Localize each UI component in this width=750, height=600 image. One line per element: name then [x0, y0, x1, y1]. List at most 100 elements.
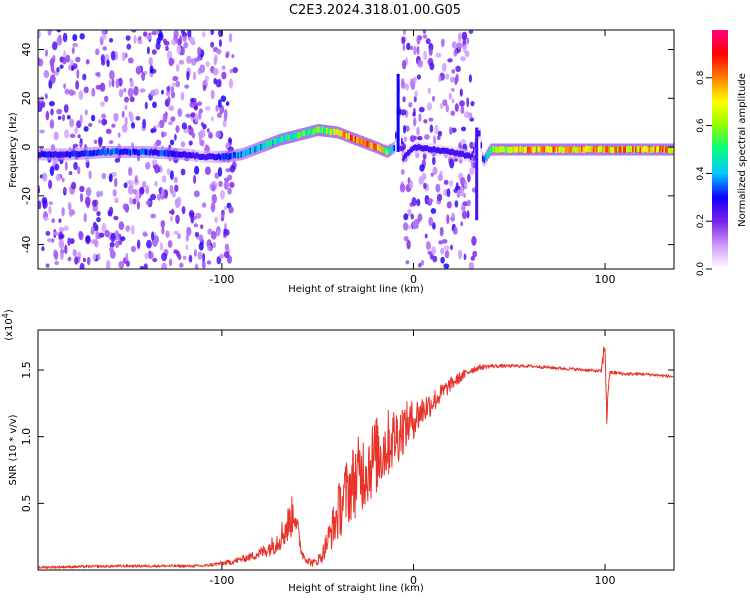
- spectrogram-ridge-core: [657, 145, 660, 152]
- spectrogram-ridge-core: [434, 146, 436, 153]
- spectrogram-speckle: [98, 119, 102, 124]
- spectrogram-speckle: [123, 88, 127, 93]
- spectrogram-speckle: [201, 260, 206, 269]
- spectrogram-speckle: [154, 164, 160, 174]
- spectrogram-ridge-core: [383, 146, 385, 153]
- spectrogram-speckle: [168, 121, 173, 126]
- spectrogram-ridge-core: [407, 150, 409, 157]
- spectrogram-ridge-core: [410, 147, 412, 154]
- spectrogram-ridge-core: [405, 152, 408, 158]
- spectrogram-speckle: [51, 218, 55, 223]
- spectrogram-speckle: [194, 231, 200, 238]
- spectrogram-speckle: [61, 177, 65, 183]
- spectrogram-speckle: [461, 210, 468, 220]
- spectrogram-speckle: [403, 213, 409, 221]
- spectrogram-speckle: [455, 73, 459, 83]
- spectrogram-speckle: [402, 96, 406, 103]
- spectrogram-speckle: [71, 65, 75, 71]
- spectrogram-ridge-core: [255, 145, 258, 152]
- spectrogram-ridge-core: [65, 151, 67, 158]
- spectrogram-speckle: [416, 126, 420, 136]
- spectrogram-speckle: [168, 210, 175, 215]
- spectrogram-ridge-core: [312, 129, 315, 135]
- spectrogram-speckle: [74, 127, 79, 134]
- spectrogram-speckle: [191, 132, 196, 139]
- spectrogram-ridge-core: [135, 148, 138, 155]
- spectrogram-speckle: [127, 87, 134, 98]
- spectrogram-speckle: [402, 222, 409, 231]
- colorbar-tick-label: 0.0: [696, 262, 706, 277]
- spectrogram-ridge-core: [300, 131, 303, 137]
- spectrogram-speckle: [215, 130, 222, 139]
- spectrogram-speckle: [210, 89, 215, 100]
- spectrogram-ridge-core: [369, 142, 372, 149]
- spectrogram-speckle: [206, 260, 212, 265]
- spectrogram-speckle: [228, 206, 234, 214]
- spectrogram-speckle: [82, 257, 86, 263]
- spectrogram-speckle: [217, 112, 222, 118]
- spectrogram-ridge-core: [129, 149, 132, 156]
- spectrogram-ridge-core: [663, 146, 666, 153]
- spectrogram-speckle: [223, 181, 229, 190]
- spectrogram-speckle: [427, 250, 432, 255]
- colorbar-tick-label: 0.6: [696, 118, 706, 133]
- spectrogram-ridge-core: [161, 149, 163, 156]
- spectrogram-ridge-core: [107, 148, 109, 155]
- spectrogram-ridge-core: [623, 146, 625, 153]
- spectrogram-speckle: [202, 85, 207, 91]
- spectrogram-ridge-core: [216, 154, 219, 161]
- spectrogram-speckle: [460, 221, 464, 227]
- spectrogram-ridge-core: [68, 151, 70, 158]
- spectrogram-ridge-core: [504, 147, 507, 154]
- spectrogram-speckle: [67, 256, 72, 262]
- spectrogram-speckle: [424, 134, 430, 140]
- spectrogram-ridge-core: [585, 145, 588, 152]
- spectrogram-speckle: [418, 176, 425, 185]
- spectrogram-speckle: [48, 205, 52, 215]
- spectrogram-speckle: [79, 142, 83, 148]
- spectrogram-ridge-core: [416, 144, 418, 151]
- spectrogram-speckle: [410, 81, 416, 91]
- spectrogram-ridge-core: [330, 129, 333, 135]
- spectrogram-ridge-core: [72, 150, 75, 157]
- spectrogram-speckle: [180, 168, 186, 176]
- spectrogram-ridge-core: [183, 151, 186, 157]
- spectrogram-ridge-core: [600, 145, 603, 152]
- spectrogram-ridge-core: [462, 151, 465, 158]
- spectrogram-speckle: [208, 132, 213, 139]
- spectrogram-ridge-core: [647, 146, 649, 153]
- spectrogram-ridge-core: [563, 147, 565, 154]
- spectrogram-ridge-core: [273, 138, 276, 145]
- spectrogram-speckle: [469, 167, 475, 175]
- spectrogram-speckle: [399, 145, 405, 152]
- spectrogram-ridge-core: [377, 144, 379, 151]
- spectrogram-speckle: [436, 193, 443, 202]
- spectrogram-speckle: [194, 113, 199, 124]
- spectrogram-ridge-core: [521, 146, 523, 153]
- spectrogram-speckle: [131, 30, 137, 33]
- spectrogram-speckle: [155, 139, 162, 146]
- spectrogram-speckle: [466, 199, 471, 207]
- spectrogram-speckle: [197, 46, 202, 57]
- spectrogram-ridge-core: [54, 150, 57, 157]
- spectrogram-speckle: [139, 88, 146, 93]
- spectrogram-ridge-core: [47, 151, 49, 158]
- spectrogram-ridge-core: [567, 145, 570, 152]
- spectrogram-ridge-core: [480, 142, 483, 149]
- spectrogram-ridge-core: [371, 143, 373, 150]
- spectrogram-speckle: [142, 180, 147, 188]
- spectrogram-ridge-core: [413, 145, 415, 151]
- spectrogram-ridge-core: [159, 150, 162, 157]
- spectrogram-speckle: [63, 225, 69, 232]
- spectrogram-speckle: [410, 213, 415, 220]
- spectrogram-speckle: [422, 34, 428, 39]
- spectrogram-speckle: [186, 71, 190, 81]
- spectrogram-speckle: [101, 222, 107, 233]
- spectrogram-speckle: [83, 212, 87, 223]
- spectrogram-speckle: [93, 238, 98, 247]
- spectrogram-ridge-core: [44, 151, 46, 158]
- spectrogram-ridge-core: [42, 151, 45, 158]
- spectrogram-ridge-core: [611, 147, 613, 154]
- spectrogram-speckle: [460, 105, 465, 115]
- spectrogram-speckle: [165, 45, 169, 52]
